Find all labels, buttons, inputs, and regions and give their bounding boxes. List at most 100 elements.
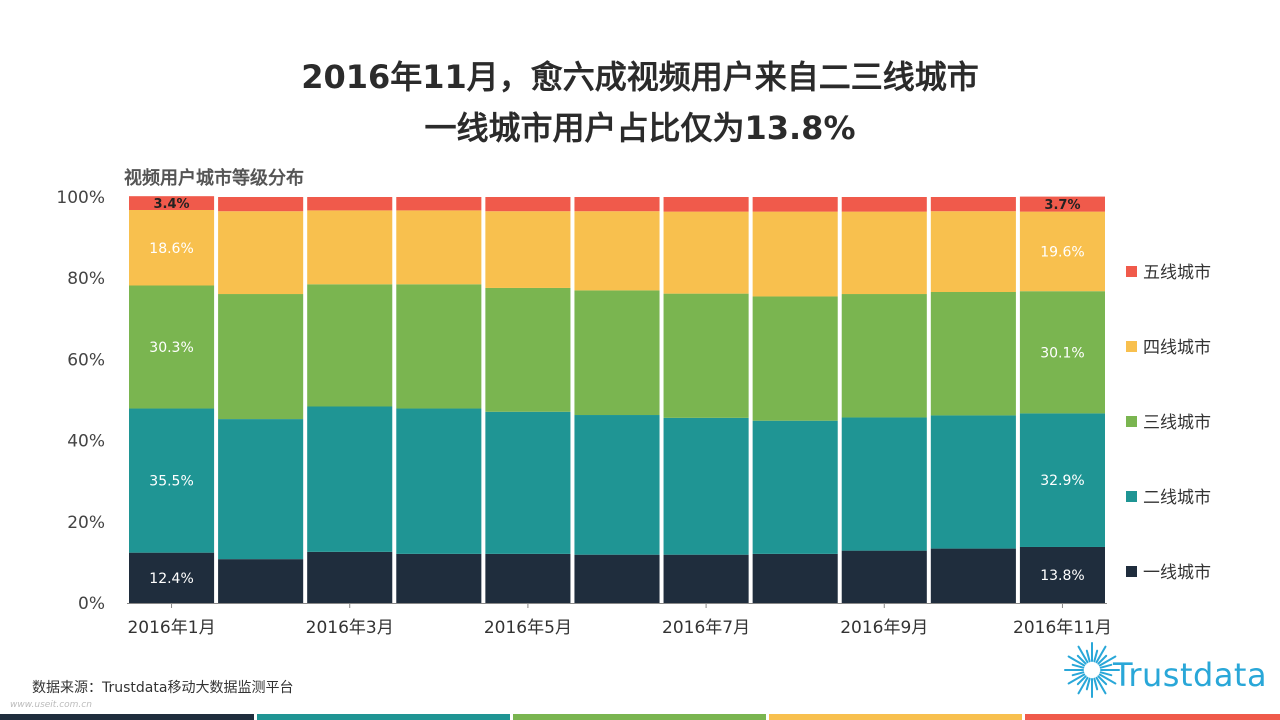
bar-segment [129,285,215,409]
bar-segment [396,284,482,409]
legend-item: 一线城市 [1126,558,1211,583]
bar-segment [752,296,838,421]
bar-segment [307,210,393,285]
data-label: 19.6% [1040,244,1084,260]
logo-text: Trustdata [1113,656,1268,694]
legend-label: 二线城市 [1143,488,1211,508]
legend-swatch [1126,491,1137,502]
y-tick-label: 60% [67,350,105,370]
bar-segment [396,553,482,603]
bar-segment [663,293,749,418]
page-title: 2016年11月，愈六成视频用户来自二三线城市 [301,58,979,96]
bar-segment [307,406,393,552]
footer-strip-green [513,714,766,720]
bar-segment [841,211,927,295]
trustdata-logo-icon [1064,642,1120,698]
data-label: 13.8% [1040,568,1084,584]
bar-segment [396,197,482,211]
bar-segment [485,287,571,412]
x-tick-label: 2016年9月 [840,618,928,638]
bar-segment [485,211,571,288]
bar-segment [218,294,304,420]
data-label: 30.3% [149,340,193,356]
bar-segment [218,419,304,560]
bar-segment [485,553,571,603]
source-note: 数据来源：Trustdata移动大数据监测平台 [32,680,294,696]
data-label: 35.5% [149,474,193,490]
bar-segment [663,417,749,555]
x-tick-label: 2016年1月 [127,618,215,638]
data-label: 3.4% [154,197,190,212]
footer-strip-red [1025,714,1280,720]
legend-label: 一线城市 [1143,563,1211,583]
footer-strip-teal [257,714,510,720]
legend-label: 三线城市 [1143,413,1211,433]
y-tick-label: 40% [67,432,105,452]
bar-segment [129,196,215,210]
bar-segment [307,197,393,211]
legend-item: 二线城市 [1126,483,1211,508]
legend-label: 五线城市 [1143,263,1211,283]
x-tick-label: 2016年3月 [306,618,394,638]
watermark: www.useit.com.cn [10,700,92,710]
bar-segment [752,197,838,212]
bar-segment [396,210,482,285]
bar-segment [574,211,660,291]
bar-segment [1019,546,1105,603]
bar-segment [574,554,660,603]
bar-segment [841,550,927,603]
bar-segment [485,197,571,212]
bar-segment [841,197,927,212]
bar-segment [1019,196,1105,212]
legend-item: 五线城市 [1126,258,1211,283]
bar-segment [663,554,749,603]
footer-strip-navy [0,714,254,720]
legend-swatch [1126,266,1137,277]
bar-segment [1019,413,1105,547]
bar-segment [129,209,215,286]
y-tick-label: 100% [56,188,105,208]
data-label: 12.4% [149,571,193,587]
bar-segment [218,197,304,212]
bar-segment [930,211,1016,293]
data-label: 30.1% [1040,345,1084,361]
footer-strip-yellow [769,714,1022,720]
bar-segment [1019,211,1105,292]
bar-segment [574,415,660,555]
bar-segment [841,417,927,551]
bar-segment [930,292,1016,416]
legend-label: 四线城市 [1143,338,1211,358]
bar-segment [307,551,393,603]
legend-item: 三线城市 [1126,408,1211,433]
y-tick-label: 0% [78,594,105,614]
chart-title: 视频用户城市等级分布 [124,168,304,189]
bar-segment [307,284,393,407]
legend-item: 四线城市 [1126,333,1211,358]
bar-segment [218,559,304,603]
bar-segment [218,211,304,295]
bar-segment [574,197,660,212]
x-tick-label: 2016年5月 [484,618,572,638]
x-tick-label: 2016年7月 [662,618,750,638]
bar-segment [574,290,660,416]
legend-swatch [1126,566,1137,577]
bar-segment [663,197,749,212]
bar-segment [129,408,215,553]
legend-swatch [1126,416,1137,427]
bar-segment [752,553,838,603]
page-subtitle-headline: 一线城市用户占比仅为13.8% [424,109,856,147]
bar-segment [930,197,1016,212]
data-label: 3.7% [1044,198,1080,213]
y-tick-label: 80% [67,269,105,289]
data-label: 18.6% [149,241,193,257]
bar-segment [663,211,749,294]
data-label: 32.9% [1040,473,1084,489]
x-tick-label: 2016年11月 [1013,618,1112,638]
bar-segment [841,294,927,418]
bar-segment [129,552,215,603]
bar-segment [396,408,482,554]
y-tick-label: 20% [67,513,105,533]
bar-segment [752,420,838,554]
bar-segment [485,411,571,554]
